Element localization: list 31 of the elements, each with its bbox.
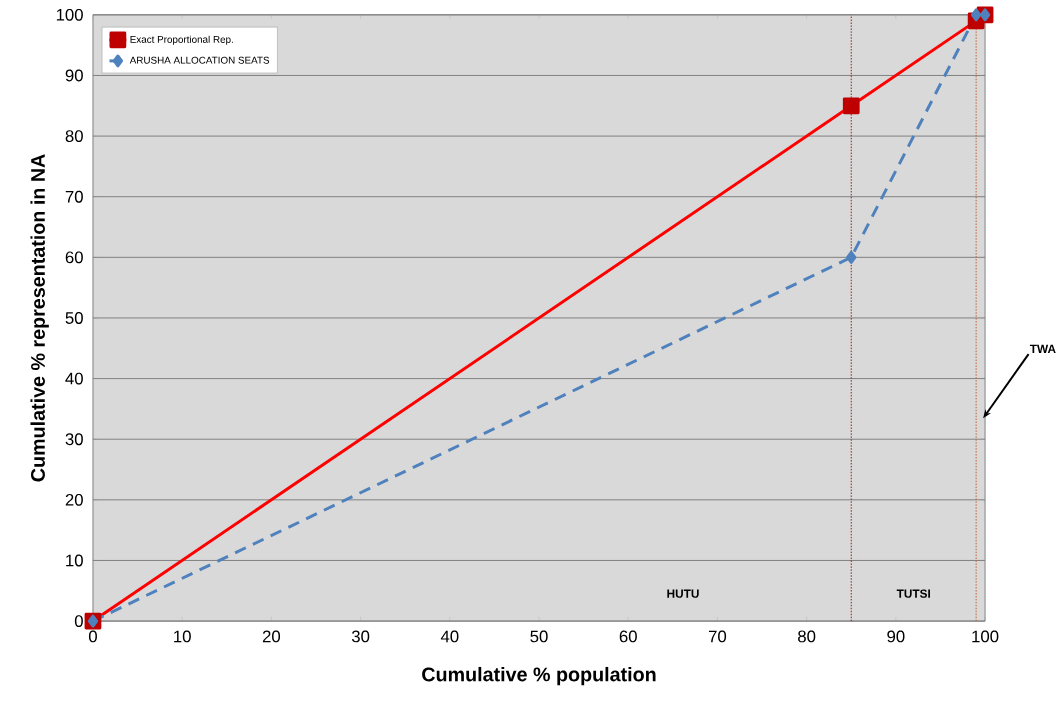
x-tick-label: 80 xyxy=(798,630,816,643)
x-tick-label: 70 xyxy=(708,630,727,643)
y-tick-label: 60 xyxy=(65,251,83,264)
y-tick-label: 40 xyxy=(65,372,83,385)
y-tick-label: 100 xyxy=(56,8,83,21)
x-tick-label: 40 xyxy=(440,630,459,643)
y-axis-title: Cumulative % representation in NA xyxy=(30,154,49,482)
annotation: HUTU xyxy=(667,589,699,598)
x-tick-label: 30 xyxy=(351,630,370,643)
point xyxy=(970,8,982,22)
y-tick-label: 20 xyxy=(65,493,83,506)
y-tick-label: 0 xyxy=(74,615,83,628)
x-axis-title: Cumulative % population xyxy=(422,666,656,686)
text: TWA xyxy=(1029,344,1056,353)
y-tick-label: 30 xyxy=(65,433,83,446)
x-tick-label: 0 xyxy=(88,630,97,643)
y-tick-label: 70 xyxy=(65,190,83,203)
x-tick-label: 50 xyxy=(530,630,548,643)
x-tick-label: 10 xyxy=(174,630,191,643)
y-tick-label: 80 xyxy=(65,130,83,142)
x-tick-label: 100 xyxy=(972,630,999,643)
legend-label: ARUSHA ALLOCATION SEATS xyxy=(129,56,270,64)
point xyxy=(846,250,857,264)
y-tick-label: 10 xyxy=(66,554,83,567)
y-tick-label: 50 xyxy=(65,312,83,324)
y-tick-label: 90 xyxy=(65,69,83,82)
annotation: TUTSI xyxy=(896,589,930,598)
x-tick-label: 60 xyxy=(619,630,637,643)
x-tick-label: 20 xyxy=(262,630,281,643)
x-tick-label: 90 xyxy=(887,630,905,643)
legend-label: Exact Proportional Rep. xyxy=(130,35,233,45)
